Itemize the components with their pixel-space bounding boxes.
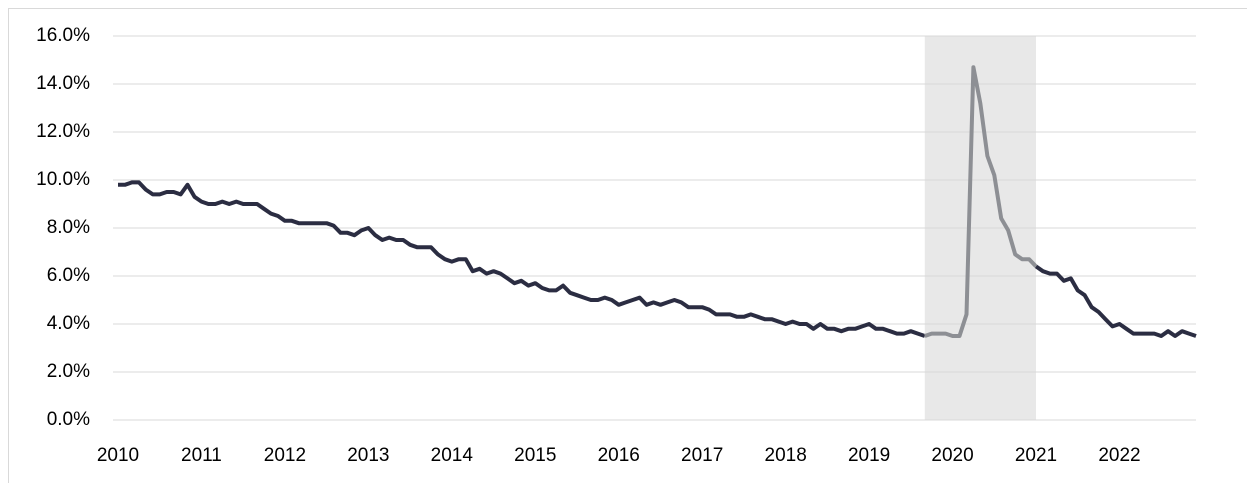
x-tick-label: 2022 xyxy=(1098,445,1140,466)
line-series xyxy=(1034,264,1197,338)
line-series xyxy=(118,180,926,338)
y-tick-label: 0.0% xyxy=(47,409,90,430)
y-tick-label: 10.0% xyxy=(36,169,90,190)
x-tick-label: 2018 xyxy=(765,445,807,466)
x-tick-label: 2021 xyxy=(1015,445,1057,466)
line-series xyxy=(924,65,1038,338)
y-tick-label: 14.0% xyxy=(36,73,90,94)
y-tick-label: 2.0% xyxy=(47,361,90,382)
x-tick-label: 2019 xyxy=(848,445,890,466)
x-tick-label: 2011 xyxy=(181,445,222,466)
x-tick-label: 2013 xyxy=(347,445,389,466)
x-tick-label: 2015 xyxy=(514,445,556,466)
y-tick-label: 4.0% xyxy=(47,313,90,334)
frame xyxy=(8,8,1247,483)
x-tick-label: 2020 xyxy=(931,445,973,466)
x-tick-label: 2016 xyxy=(598,445,640,466)
x-tick-label: 2010 xyxy=(97,445,139,466)
y-tick-label: 6.0% xyxy=(47,265,90,286)
y-tick-label: 16.0% xyxy=(36,25,90,46)
x-tick-label: 2017 xyxy=(681,445,723,466)
y-tick-label: 8.0% xyxy=(47,217,90,238)
x-tick-label: 2014 xyxy=(431,445,474,466)
x-tick-label: 2012 xyxy=(264,445,306,466)
y-tick-label: 12.0% xyxy=(36,121,90,142)
